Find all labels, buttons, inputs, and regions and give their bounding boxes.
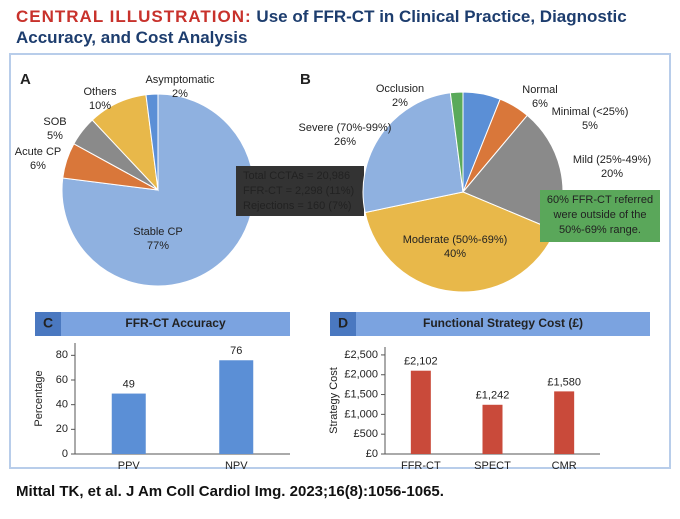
- panel-letter: A: [20, 71, 31, 88]
- slice-label: Mild (25%-49%): [573, 154, 651, 166]
- annotation: were outside of the: [553, 209, 647, 221]
- panel-title: FFR-CT Accuracy: [125, 316, 226, 330]
- bar-value-label: £2,102: [404, 356, 438, 368]
- bar-value-label: 76: [230, 345, 242, 357]
- y-tick-label: £0: [366, 448, 378, 460]
- slice-label: Asymptomatic: [145, 74, 215, 86]
- bar: [482, 404, 503, 454]
- slice-value-label: 10%: [89, 100, 111, 112]
- bar: [410, 370, 431, 454]
- slice-value-label: 77%: [147, 240, 169, 252]
- annotation: 60% FFR-CT referred: [547, 194, 653, 206]
- bar-value-label: £1,580: [547, 376, 581, 388]
- x-tick-label: PPV: [118, 460, 141, 472]
- y-tick-label: 80: [56, 349, 68, 361]
- panel-letter: B: [300, 71, 311, 88]
- y-tick-label: 20: [56, 423, 68, 435]
- panel-letter-box: [35, 312, 61, 336]
- panel-header: [35, 312, 290, 336]
- y-tick-label: 60: [56, 374, 68, 386]
- slice-label: Severe (70%-99%): [299, 122, 392, 134]
- footer: Mittal TK, et al. J Am Coll Cardiol Img.…: [16, 483, 444, 500]
- slice-label: Normal: [522, 84, 557, 96]
- y-tick-label: 0: [62, 448, 68, 460]
- pie-slice: [145, 93, 159, 191]
- slice-label: Minimal (<25%): [552, 106, 629, 118]
- pie-slice: [449, 91, 464, 193]
- x-tick-label: SPECT: [474, 460, 511, 472]
- panel-title: Functional Strategy Cost (£): [423, 316, 583, 330]
- chart: A Stable CP 77% Acute CP 6% SOB 5% Others 10% Asy…: [9, 53, 671, 472]
- bar: [111, 393, 146, 454]
- annotation-box: [540, 190, 660, 242]
- slice-label: Others: [83, 86, 117, 98]
- bar-value-label: £1,242: [476, 390, 510, 402]
- annotation: FFR-CT = 2,298 (11%): [243, 185, 354, 197]
- slice-label: Acute CP: [15, 146, 61, 158]
- panel-frame: [9, 53, 671, 469]
- annotation: Rejections = 160 (7%): [243, 200, 352, 212]
- pie-slice: [364, 191, 556, 293]
- y-tick-label: £1,500: [344, 388, 378, 400]
- bar: [219, 360, 254, 454]
- panel-header: [330, 312, 650, 336]
- slice-value-label: 26%: [334, 136, 356, 148]
- slice-value-label: 20%: [601, 168, 623, 180]
- y-tick-label: £1,000: [344, 408, 378, 420]
- header: CENTRAL ILLUSTRATION: Use of FFR-CT in C…: [16, 6, 656, 48]
- slice-value-label: 6%: [30, 160, 46, 172]
- header-label: CENTRAL ILLUSTRATION:: [16, 7, 252, 26]
- slice-value-label: 40%: [444, 248, 466, 260]
- y-tick-label: £2,000: [344, 369, 378, 381]
- y-tick-label: £2,500: [344, 349, 378, 361]
- x-tick-label: NPV: [225, 460, 248, 472]
- slice-value-label: 2%: [172, 88, 188, 100]
- slice-value-label: 6%: [532, 98, 548, 110]
- panel-letter-box: [330, 312, 356, 336]
- pie-slice: [362, 92, 464, 214]
- slice-value-label: 2%: [392, 97, 408, 109]
- slice-label: Moderate (50%-69%): [403, 234, 508, 246]
- slice-label: Stable CP: [133, 226, 183, 238]
- x-tick-label: CMR: [552, 460, 577, 472]
- header-title: Use of FFR-CT in Clinical Practice, Diag…: [16, 7, 627, 47]
- slice-label: Occlusion: [376, 83, 424, 95]
- bar-value-label: 49: [123, 378, 135, 390]
- panel-letter: C: [43, 315, 53, 331]
- y-tick-label: 40: [56, 399, 68, 411]
- panel-letter: D: [338, 315, 348, 331]
- slice-label: SOB: [43, 116, 66, 128]
- y-tick-label: £500: [354, 428, 378, 440]
- y-axis-label: Strategy Cost: [328, 367, 340, 434]
- bar: [554, 391, 575, 454]
- slice-value-label: 5%: [582, 120, 598, 132]
- y-axis-label: Percentage: [33, 370, 45, 426]
- annotation: 50%-69% range.: [559, 224, 641, 236]
- annotation: Total CCTAs = 20,986: [243, 170, 350, 182]
- slice-value-label: 5%: [47, 130, 63, 142]
- x-tick-label: FFR-CT: [401, 460, 441, 472]
- annotation-box: [236, 166, 364, 216]
